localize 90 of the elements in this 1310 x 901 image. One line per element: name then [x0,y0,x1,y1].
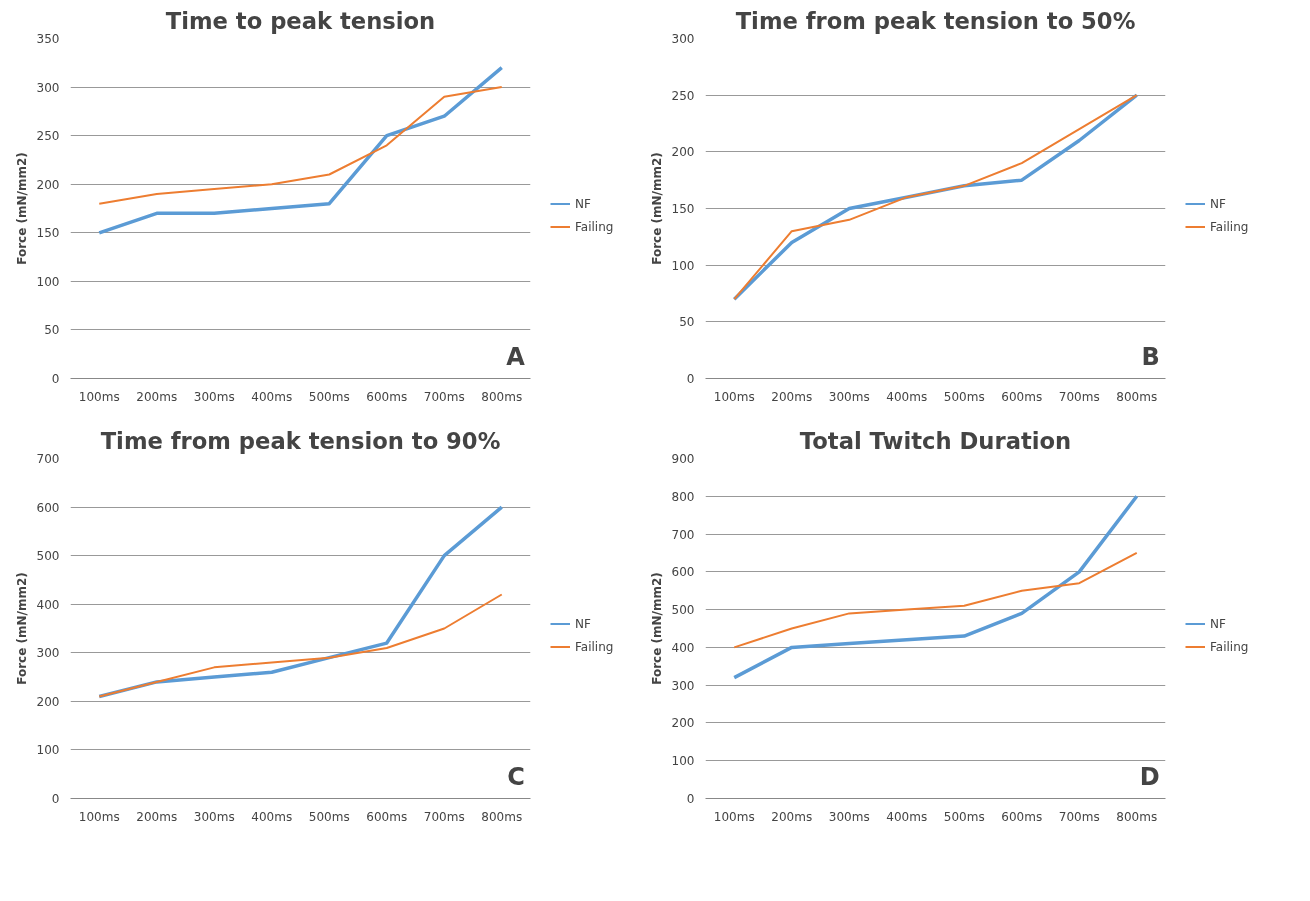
y-tick-label: 50 [44,323,60,338]
line-series [98,593,503,698]
y-axis-title: Force (mN/mm2) [14,572,29,685]
x-tick-label: 300ms [193,389,235,404]
y-tick-label: 600 [36,500,60,515]
x-tick-label: 100ms [78,809,120,824]
x-tick-label: 700ms [423,809,465,824]
x-tick-label: 800ms [1116,389,1158,404]
x-tick-label: 400ms [251,389,293,404]
y-tick-label: 0 [51,792,60,806]
y-tick-label: 350 [36,32,60,46]
x-tick-label: 200ms [771,809,813,824]
x-tick-label: 400ms [886,809,928,824]
x-tick-label: 400ms [251,809,293,824]
legend-label: NF [1210,616,1227,631]
chart-title: Time from peak tension to 50% [735,7,1136,34]
legend-label: Failing [1210,639,1249,654]
x-tick-label: 100ms [78,389,120,404]
y-tick-label: 500 [36,549,60,564]
legend-label: Failing [1210,219,1249,234]
y-tick-label: 100 [671,258,695,273]
x-tick-label: 500ms [943,389,985,404]
y-tick-label: 700 [36,452,60,466]
chart-title: Total Twitch Duration [799,427,1072,454]
y-tick-label: 250 [36,129,60,144]
y-tick-label: 900 [671,452,695,466]
y-tick-label: 300 [36,646,60,661]
x-tick-label: 700ms [423,389,465,404]
annotation: D [1139,762,1160,791]
y-tick-label: 700 [671,527,695,542]
line-series [733,551,1138,649]
y-tick-label: 800 [671,489,695,504]
x-tick-label: 300ms [193,809,235,824]
x-tick-label: 500ms [943,809,985,824]
x-tick-label: 300ms [828,389,870,404]
y-tick-label: 500 [671,603,695,618]
x-tick-label: 600ms [1001,809,1043,824]
x-tick-label: 600ms [366,809,408,824]
y-axis-title: Force (mN/mm2) [649,572,664,685]
x-tick-label: 200ms [136,389,178,404]
y-tick-label: 100 [671,754,695,769]
y-tick-label: 200 [36,177,60,192]
line-series [732,494,1139,680]
y-tick-label: 400 [36,597,60,612]
y-tick-label: 200 [671,716,695,731]
y-tick-label: 600 [671,565,695,580]
legend-label: Failing [575,639,614,654]
annotation: A [506,342,526,371]
annotation: C [507,762,525,791]
y-axis-title: Force (mN/mm2) [14,152,29,265]
line-series [98,86,503,205]
x-tick-label: 100ms [713,389,755,404]
x-tick-label: 500ms [308,809,350,824]
y-tick-label: 150 [671,202,695,216]
x-tick-label: 800ms [1116,809,1158,824]
chart-title: Time to peak tension [165,7,436,34]
x-tick-label: 800ms [481,809,523,824]
legend-label: NF [575,196,592,211]
x-tick-label: 200ms [136,809,178,824]
y-tick-label: 150 [36,226,60,241]
y-tick-label: 250 [671,88,695,103]
y-tick-label: 300 [671,678,695,693]
x-tick-label: 200ms [771,389,813,404]
legend-label: Failing [575,219,614,234]
legend-label: NF [1210,196,1227,211]
chart-title: Time from peak tension to 90% [100,427,501,454]
x-tick-label: 300ms [828,809,870,824]
legend-label: NF [575,616,592,631]
x-tick-label: 700ms [1058,389,1100,404]
y-tick-label: 50 [679,315,695,330]
x-tick-label: 700ms [1058,809,1100,824]
y-tick-label: 100 [36,274,60,289]
x-tick-label: 800ms [481,389,523,404]
y-tick-label: 300 [36,80,60,95]
y-tick-label: 200 [36,694,60,709]
line-series [97,65,504,235]
annotation: B [1141,342,1160,371]
y-tick-label: 0 [686,792,695,806]
y-tick-label: 200 [671,145,695,160]
x-tick-label: 600ms [1001,389,1043,404]
x-tick-label: 500ms [308,389,350,404]
y-tick-label: 0 [686,372,695,386]
y-tick-label: 300 [671,32,695,46]
y-tick-label: 0 [51,372,60,386]
x-tick-label: 100ms [713,809,755,824]
x-tick-label: 400ms [886,389,928,404]
y-axis-title: Force (mN/mm2) [649,152,664,265]
y-tick-label: 100 [36,743,60,758]
y-tick-label: 400 [671,640,695,655]
x-tick-label: 600ms [366,389,408,404]
